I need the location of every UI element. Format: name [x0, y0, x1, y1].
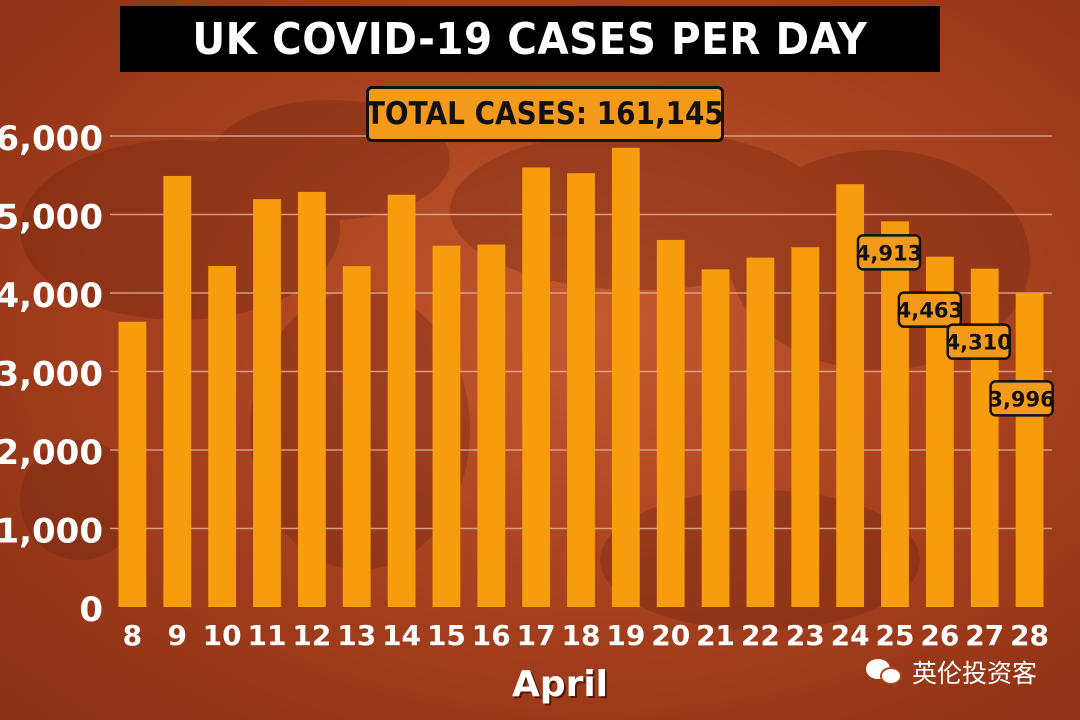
total-cases-annotation: TOTAL CASES: 161,145 [366, 86, 724, 142]
x-tick-label: 24 [831, 619, 870, 652]
bar [881, 221, 909, 607]
bar [567, 173, 595, 608]
bar [1015, 293, 1044, 607]
x-tick-label: 20 [651, 619, 690, 652]
x-axis-title: April [511, 664, 609, 705]
bar [163, 175, 192, 608]
x-tick-label: 19 [606, 619, 645, 652]
title-bar: UK COVID-19 CASES PER DAY [120, 6, 940, 72]
x-tick-label: 12 [292, 619, 331, 652]
x-tick-label: 25 [876, 619, 915, 652]
y-tick-label: 0 [79, 590, 103, 630]
x-tick-label: 27 [965, 619, 1004, 652]
bar [791, 247, 820, 607]
x-tick-label: 22 [741, 619, 780, 652]
bar [477, 244, 506, 608]
x-tick-label: 26 [920, 619, 959, 652]
y-tick-label: 1,000 [0, 512, 103, 552]
bar [297, 191, 326, 607]
x-tick-label: 14 [382, 619, 421, 652]
data-label-box [897, 291, 963, 328]
x-tick-label: 13 [337, 619, 376, 652]
x-tick-label: 18 [562, 619, 601, 652]
bar [970, 268, 999, 607]
y-tick-label: 3,000 [0, 355, 103, 395]
x-tick-label: 9 [168, 619, 187, 652]
x-tick-label: 15 [427, 619, 466, 652]
chat-bubbles-icon [866, 657, 904, 687]
bar [746, 257, 775, 607]
y-tick-label: 2,000 [0, 433, 103, 473]
bar [387, 194, 416, 607]
x-tick-label: 16 [472, 619, 511, 652]
x-tick-label: 23 [786, 619, 825, 652]
total-cases-label: TOTAL CASES: 161,145 [366, 96, 724, 132]
bar [118, 321, 147, 607]
x-tick-label: 28 [1010, 619, 1049, 652]
data-label: 4,463 [897, 299, 963, 323]
chart-title: UK COVID-19 CASES PER DAY [192, 13, 868, 65]
data-label-box [946, 323, 1011, 360]
data-label-box [989, 380, 1054, 417]
data-label: 4,913 [856, 241, 922, 265]
bar [701, 269, 730, 607]
x-tick-label: 10 [203, 619, 242, 652]
bar [432, 245, 461, 608]
data-label: 4,310 [945, 331, 1011, 355]
y-tick-label: 5,000 [0, 198, 103, 238]
x-tick-label: 21 [696, 619, 735, 652]
x-tick-label: 11 [248, 619, 287, 652]
data-label: 3,996 [988, 387, 1054, 411]
y-tick-label: 6,000 [0, 119, 103, 159]
bar [611, 147, 640, 607]
bar [656, 239, 685, 607]
y-tick-label: 4,000 [0, 276, 103, 316]
watermark: 英伦投资客 [866, 650, 1037, 694]
x-tick-label: 17 [517, 619, 556, 652]
watermark-text: 英伦投资客 [912, 659, 1038, 688]
data-label-box [856, 234, 922, 271]
bar [208, 265, 237, 607]
x-tick-label: 8 [123, 619, 142, 652]
bar [253, 199, 281, 607]
bar [522, 167, 551, 607]
bar [342, 266, 371, 607]
